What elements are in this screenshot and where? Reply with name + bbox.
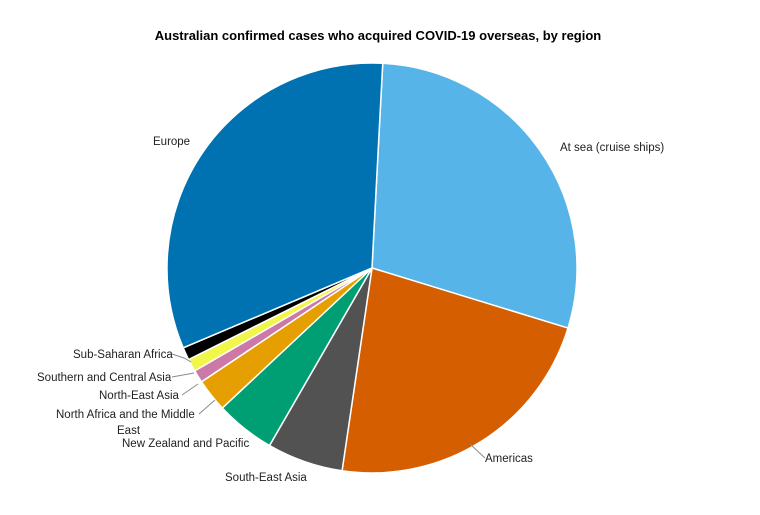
slice-at-sea-cruise-ships (371, 62, 578, 330)
label-europe: Europe (153, 136, 190, 148)
label-sub-saharan-africa: Sub-Saharan Africa (73, 349, 173, 361)
label-north-east-asia: North-East Asia (99, 390, 179, 402)
label-south-east-asia: South-East Asia (225, 472, 307, 484)
slice-europe (166, 62, 384, 349)
leader-north-east-asia (181, 383, 199, 396)
pie-slices (166, 62, 578, 474)
slice-americas (341, 267, 569, 474)
chart-title: Australian confirmed cases who acquired … (155, 28, 602, 43)
label-americas: Americas (485, 453, 533, 465)
leader-lines (171, 353, 486, 459)
label-new-zealand-and-pacific: New Zealand and Pacific (122, 438, 249, 450)
slice-labels: At sea (cruise ships) Americas South-East … (37, 136, 664, 484)
leader-southern-and-central-asia (171, 372, 195, 378)
leader-americas (469, 443, 486, 459)
leader-sub-saharan-africa (171, 353, 192, 363)
label-southern-and-central-asia: Southern and Central Asia (37, 372, 172, 384)
leader-north-africa-and-the-middle-east (198, 399, 216, 415)
label-at-sea-cruise-ships: At sea (cruise ships) (560, 142, 664, 154)
label-north-africa-and-the-middle-east: North Africa and the Middle East (56, 409, 195, 437)
